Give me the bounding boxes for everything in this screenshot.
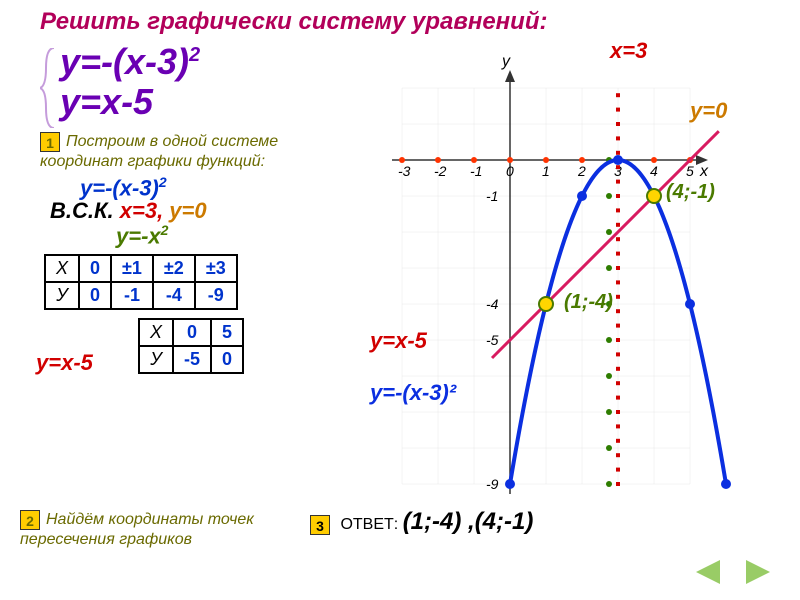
step-2-text: Найдём координаты точекпересечения графи…	[20, 511, 254, 548]
vsk-pre: В.С.К.	[50, 198, 120, 223]
vsk-line: В.С.К. х=3, у=0	[50, 198, 207, 224]
svg-text:у=0: у=0	[689, 98, 728, 123]
vsk-post: у=0	[169, 198, 206, 223]
table-parabola: Х0±1±2±3У0-1-4-9	[44, 254, 238, 310]
step-1-badge: 1	[40, 132, 60, 152]
eq-2: у=х-5	[60, 82, 200, 122]
step-2: 2Найдём координаты точекпересечения граф…	[20, 510, 254, 549]
slide: Решить графически систему уравнений: у=-…	[0, 0, 800, 600]
svg-text:-5: -5	[486, 332, 499, 348]
step-1: 1Построим в одной системекоординат графи…	[40, 132, 278, 171]
eq-1: у=-(х-3)2	[60, 42, 200, 82]
svg-text:(1;-4): (1;-4)	[564, 291, 613, 313]
svg-text:0: 0	[506, 163, 514, 179]
chart: -3-2-1012345-1-4-5-9ухх=3у=0(4;-1)(1;-4)…	[350, 40, 790, 520]
svg-text:4: 4	[650, 163, 658, 179]
svg-text:х=3: х=3	[609, 40, 647, 63]
nav-forward-button[interactable]	[746, 560, 770, 584]
svg-text:у=-(х-3)²: у=-(х-3)²	[369, 380, 457, 405]
table-line: Х05У-50	[138, 318, 244, 374]
sub-eq-2: у=-х2	[116, 222, 168, 249]
svg-text:-4: -4	[486, 296, 499, 312]
svg-text:у=х-5: у=х-5	[369, 328, 428, 353]
slide-title: Решить графически систему уравнений:	[40, 8, 547, 36]
sub-eq-3: у=х-5	[36, 350, 93, 376]
step-3-badge: 3	[310, 515, 330, 535]
brace-icon	[40, 48, 58, 128]
equation-system: у=-(х-3)2 у=х-5	[60, 42, 200, 121]
svg-text:(4;-1): (4;-1)	[666, 181, 715, 203]
svg-text:-9: -9	[486, 476, 499, 492]
nav-back-button[interactable]	[696, 560, 720, 584]
svg-text:5: 5	[686, 163, 694, 179]
step-2-badge: 2	[20, 510, 40, 530]
svg-text:у: у	[501, 53, 511, 70]
svg-text:2: 2	[577, 163, 586, 179]
step-1-text: Построим в одной системекоординат график…	[40, 133, 278, 170]
svg-text:-3: -3	[398, 163, 411, 179]
vsk-mid: х=3,	[120, 198, 170, 223]
svg-text:-1: -1	[486, 188, 498, 204]
svg-text:-1: -1	[470, 163, 482, 179]
svg-text:-2: -2	[434, 163, 447, 179]
svg-text:1: 1	[542, 163, 550, 179]
svg-text:х: х	[699, 163, 709, 180]
